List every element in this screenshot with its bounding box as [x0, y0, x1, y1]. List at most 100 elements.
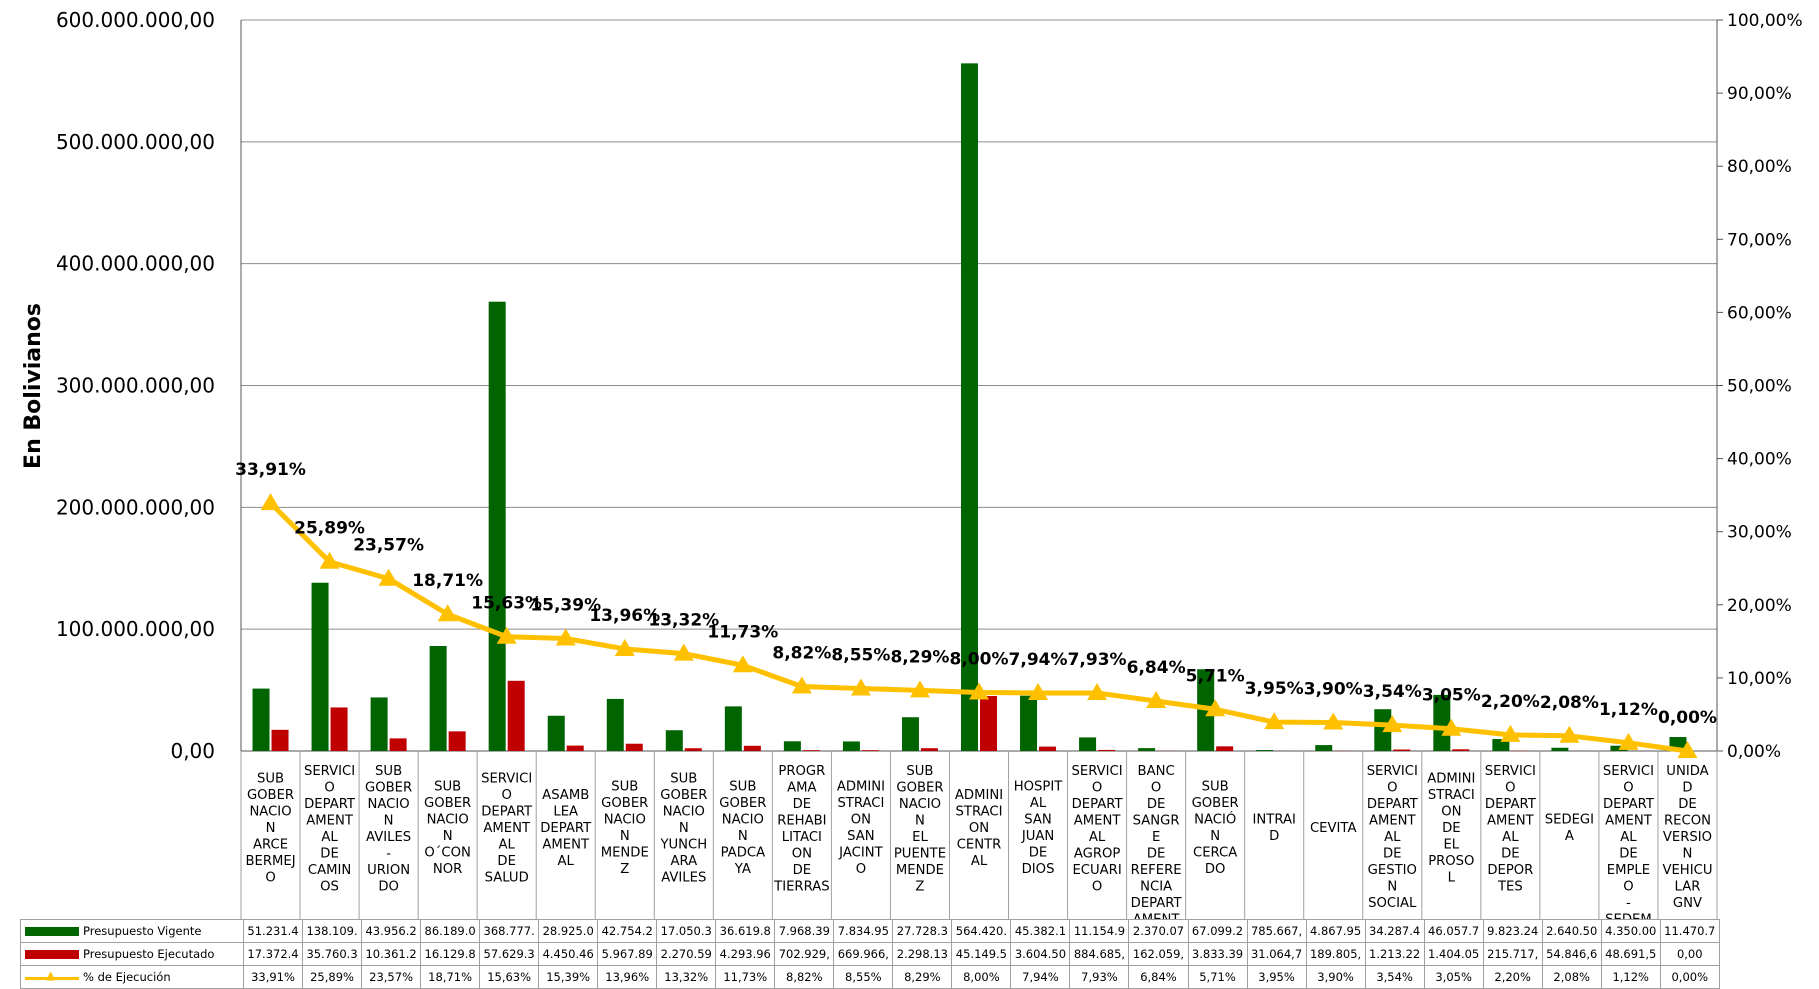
y-tick-label: 500.000.000,00 — [56, 130, 215, 154]
marker-ejecucion — [1146, 690, 1167, 708]
y-tick-label: 600.000.000,00 — [56, 8, 215, 32]
bar-presupuesto-vigente — [1551, 747, 1569, 751]
marker-ejecucion — [909, 680, 930, 698]
table-cell: 31.064,7 — [1246, 942, 1307, 966]
data-label-ejecucion: 25,89% — [294, 519, 365, 539]
table-cell: 8,00% — [951, 965, 1012, 989]
marker-ejecucion — [1323, 712, 1344, 730]
bar-presupuesto-ejecutado — [802, 750, 820, 751]
table-cell: 3,90% — [1305, 965, 1366, 989]
category-label: BANCODESANGREDEREFERENCIADEPARTAMENTALTA… — [1131, 764, 1183, 919]
bar-presupuesto-vigente — [961, 63, 978, 751]
bar-presupuesto-vigente — [1433, 694, 1451, 751]
category-label: SERVICI O DEPART AMENT AL DE SALUD — [481, 771, 533, 885]
marker-ejecucion — [614, 638, 635, 656]
bar-presupuesto-vigente — [370, 697, 388, 751]
table-cell: 3,05% — [1423, 965, 1484, 989]
marker-ejecucion — [378, 568, 399, 586]
marker-ejecucion — [260, 493, 281, 511]
category-label: ADMINI STRACI ON SAN JACINT O — [837, 780, 885, 878]
bar-presupuesto-ejecutado — [1216, 746, 1234, 751]
data-label-ejecucion: 7,93% — [1068, 650, 1127, 670]
table-cell: 215.717, — [1482, 942, 1543, 966]
y2-tick-label: 30,00% — [1727, 523, 1792, 543]
category-label: SUB GOBER NACIO N AVILES -URION DO — [365, 764, 412, 895]
bar-presupuesto-vigente — [842, 741, 860, 751]
category-label: SUB GOBER NACIO N ARCE BERMEJ O — [245, 771, 295, 885]
marker-ejecucion — [1087, 683, 1108, 701]
bar-presupuesto-vigente — [1256, 750, 1274, 751]
y2-tick-label: 100,00% — [1727, 11, 1803, 31]
data-label-ejecucion: 2,08% — [1540, 693, 1599, 713]
bar-presupuesto-ejecutado — [448, 731, 466, 751]
table-cell: 7.834.95 — [833, 919, 894, 943]
line-ejecucion — [268, 501, 1688, 754]
bar-presupuesto-ejecutado — [1098, 749, 1116, 751]
y2-tick-label: 90,00% — [1727, 84, 1792, 104]
y-tick-label: 300.000.000,00 — [56, 374, 215, 398]
table-cell: 9.823.24 — [1482, 919, 1543, 943]
table-row: Presupuesto Ejecutado 17.372.4 35.760.3 10.… — [20, 942, 1720, 966]
table-cell: 785.667, — [1246, 919, 1307, 943]
data-label-ejecucion: 33,91% — [235, 460, 306, 480]
table-cell: 0,00 — [1659, 942, 1720, 966]
data-label-ejecucion: 3,90% — [1304, 679, 1363, 699]
table-row: Presupuesto Vigente 51.231.4 138.109. 43.95… — [20, 919, 1720, 943]
table-cell: 45.382.1 — [1010, 919, 1071, 943]
data-label-ejecucion: 0,00% — [1658, 708, 1717, 728]
marker-ejecucion — [1028, 682, 1049, 700]
table-cell: 11,73% — [715, 965, 776, 989]
category-label: CEVITA — [1310, 821, 1357, 836]
table-cell: 1,12% — [1600, 965, 1661, 989]
y-axis-title: En Bolivianos — [21, 303, 46, 469]
bar-presupuesto-ejecutado — [920, 748, 938, 751]
legend-swatch — [25, 968, 79, 983]
data-label-ejecucion: 2,20% — [1481, 692, 1540, 712]
marker-ejecucion — [555, 628, 576, 646]
table-cell: 3,54% — [1364, 965, 1425, 989]
data-label-ejecucion: 15,63% — [471, 594, 542, 614]
table-cell: 25,89% — [302, 965, 363, 989]
table-cell: 4.350.00 — [1600, 919, 1661, 943]
bar-presupuesto-vigente — [1079, 737, 1097, 751]
table-cell: 8,55% — [833, 965, 894, 989]
table-cell: 2.370.07 — [1128, 919, 1189, 943]
table-cell: 2.298.13 — [892, 942, 953, 966]
table-cell: 138.109. — [302, 919, 363, 943]
table-cell: 34.287.4 — [1364, 919, 1425, 943]
marker-ejecucion — [791, 676, 812, 694]
data-table: Presupuesto Vigente 51.231.4 138.109. 43.95… — [20, 919, 1720, 989]
bar-presupuesto-vigente — [901, 717, 919, 751]
bar-presupuesto-ejecutado — [1393, 749, 1411, 751]
series-legend-cell: Presupuesto Ejecutado — [20, 942, 244, 966]
table-cell: 8,82% — [774, 965, 835, 989]
marker-ejecucion — [1559, 725, 1580, 743]
table-cell: 51.231.4 — [242, 919, 304, 943]
table-cell: 368.777. — [479, 919, 540, 943]
data-label-ejecucion: 8,55% — [831, 645, 890, 665]
table-cell: 189.805, — [1305, 942, 1366, 966]
bar-presupuesto-ejecutado — [271, 729, 289, 751]
bar-presupuesto-ejecutado — [330, 707, 348, 751]
table-cell: 1.404.05 — [1423, 942, 1484, 966]
marker-ejecucion — [437, 604, 458, 622]
marker-ejecucion — [1618, 732, 1639, 750]
series-name: % de Ejecución — [83, 970, 171, 984]
table-cell: 7.968.39 — [774, 919, 835, 943]
bar-presupuesto-vigente — [1374, 709, 1392, 751]
bar-presupuesto-vigente — [252, 688, 270, 751]
category-label: HOSPIT AL SAN JUAN DE DIOS — [1014, 780, 1064, 878]
data-label-ejecucion: 23,57% — [353, 536, 424, 556]
y2-tick-label: 40,00% — [1727, 450, 1792, 470]
bar-presupuesto-vigente — [724, 706, 742, 751]
legend-swatch — [25, 927, 79, 936]
table-cell: 4.867.95 — [1305, 919, 1366, 943]
data-label-ejecucion: 3,95% — [1245, 679, 1304, 699]
bar-presupuesto-ejecutado — [625, 743, 643, 751]
data-label-ejecucion: 7,94% — [1009, 650, 1068, 670]
table-cell: 3.604.50 — [1010, 942, 1071, 966]
table-cell: 0,00% — [1659, 965, 1720, 989]
category-label: SUB GOBER NACIO N PADCA YA — [719, 780, 766, 878]
category-label: SERVICI O DEPART AMENT AL AGROP ECUARI O — [1072, 764, 1124, 895]
bar-presupuesto-vigente — [488, 301, 506, 751]
